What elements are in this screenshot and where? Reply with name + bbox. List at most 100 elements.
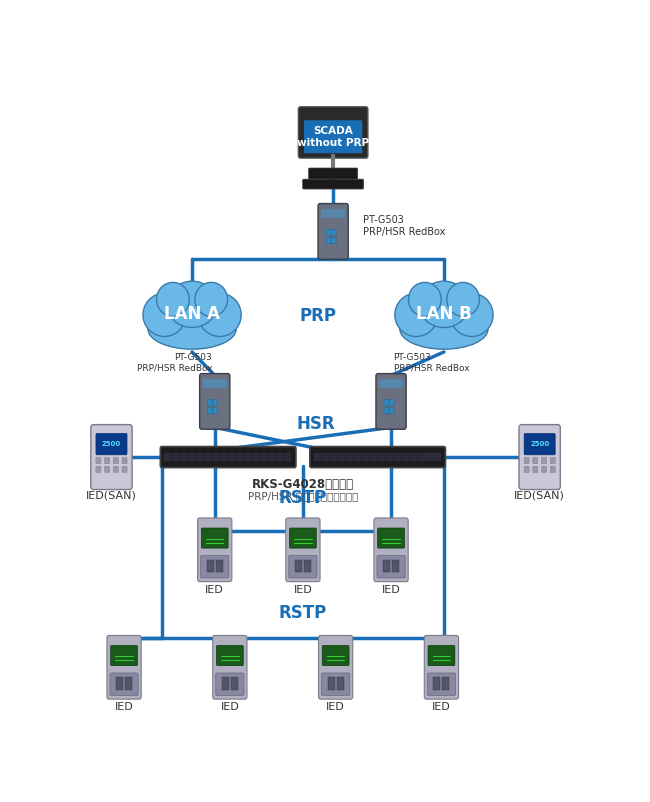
Ellipse shape — [143, 294, 186, 337]
FancyBboxPatch shape — [524, 467, 529, 473]
Bar — [426, 454, 432, 461]
FancyBboxPatch shape — [122, 467, 127, 473]
FancyBboxPatch shape — [541, 458, 547, 464]
Bar — [244, 454, 251, 461]
Text: IED: IED — [382, 584, 400, 594]
FancyBboxPatch shape — [376, 374, 406, 430]
FancyBboxPatch shape — [96, 458, 101, 464]
FancyBboxPatch shape — [289, 529, 317, 549]
Ellipse shape — [450, 294, 493, 337]
Text: IED(SAN): IED(SAN) — [86, 489, 137, 500]
Text: PT-G503
PRP/HSR RedBox: PT-G503 PRP/HSR RedBox — [136, 353, 212, 372]
Bar — [116, 678, 123, 690]
FancyBboxPatch shape — [524, 458, 529, 464]
Bar — [252, 454, 259, 461]
FancyBboxPatch shape — [200, 374, 230, 430]
Text: PRP: PRP — [300, 306, 337, 325]
FancyBboxPatch shape — [322, 646, 349, 666]
FancyBboxPatch shape — [216, 673, 244, 695]
Bar — [330, 454, 337, 461]
FancyBboxPatch shape — [524, 434, 555, 456]
FancyBboxPatch shape — [213, 408, 218, 415]
Bar — [370, 454, 377, 461]
FancyBboxPatch shape — [550, 458, 555, 464]
Text: HSR: HSR — [296, 415, 335, 432]
Bar — [383, 560, 390, 573]
FancyBboxPatch shape — [428, 646, 455, 666]
FancyBboxPatch shape — [208, 400, 213, 407]
FancyBboxPatch shape — [208, 408, 213, 415]
Bar — [304, 560, 311, 573]
FancyBboxPatch shape — [318, 636, 353, 699]
Bar — [443, 678, 450, 690]
FancyBboxPatch shape — [310, 447, 445, 468]
FancyBboxPatch shape — [216, 646, 243, 666]
FancyBboxPatch shape — [213, 400, 218, 407]
FancyBboxPatch shape — [378, 529, 404, 549]
FancyBboxPatch shape — [304, 121, 362, 154]
FancyBboxPatch shape — [202, 529, 228, 549]
FancyBboxPatch shape — [303, 180, 363, 190]
Bar — [402, 454, 409, 461]
Bar — [284, 454, 291, 461]
Bar — [385, 454, 393, 461]
Bar — [338, 454, 345, 461]
Text: SCADA
without PRP: SCADA without PRP — [297, 126, 369, 148]
FancyBboxPatch shape — [96, 467, 101, 473]
Bar — [204, 454, 211, 461]
Bar — [434, 454, 441, 461]
FancyBboxPatch shape — [201, 556, 229, 578]
Text: PT-G503
PRP/HSR RedBox: PT-G503 PRP/HSR RedBox — [363, 215, 446, 237]
Ellipse shape — [195, 283, 228, 317]
Bar — [172, 454, 179, 461]
FancyBboxPatch shape — [318, 205, 348, 260]
FancyBboxPatch shape — [389, 408, 394, 415]
FancyBboxPatch shape — [424, 636, 458, 699]
FancyBboxPatch shape — [331, 238, 336, 245]
Bar — [188, 454, 196, 461]
Text: IED: IED — [114, 702, 133, 711]
Bar — [220, 454, 228, 461]
Text: IED: IED — [326, 702, 345, 711]
Text: IED: IED — [205, 584, 224, 594]
Bar — [228, 454, 235, 461]
Bar — [268, 454, 275, 461]
FancyBboxPatch shape — [298, 107, 368, 159]
Ellipse shape — [167, 282, 217, 328]
FancyBboxPatch shape — [331, 230, 336, 237]
Bar — [410, 454, 417, 461]
Bar — [216, 560, 223, 573]
Bar — [328, 678, 335, 690]
FancyBboxPatch shape — [533, 458, 538, 464]
FancyBboxPatch shape — [321, 210, 345, 218]
Bar — [276, 454, 283, 461]
FancyBboxPatch shape — [113, 458, 118, 464]
Bar — [196, 454, 203, 461]
Bar — [212, 454, 219, 461]
Text: 2500: 2500 — [530, 440, 549, 447]
FancyBboxPatch shape — [161, 447, 296, 468]
Text: IED: IED — [432, 702, 451, 711]
Ellipse shape — [408, 283, 441, 317]
Ellipse shape — [198, 294, 241, 337]
Text: LAN A: LAN A — [164, 305, 220, 322]
FancyBboxPatch shape — [519, 425, 560, 490]
Bar — [207, 560, 214, 573]
FancyBboxPatch shape — [289, 556, 317, 578]
Bar — [125, 678, 132, 690]
FancyBboxPatch shape — [377, 556, 405, 578]
FancyBboxPatch shape — [322, 673, 350, 695]
FancyBboxPatch shape — [91, 425, 132, 490]
Ellipse shape — [157, 283, 189, 317]
FancyBboxPatch shape — [541, 467, 547, 473]
Ellipse shape — [148, 310, 236, 350]
Bar — [164, 454, 172, 461]
Bar — [222, 678, 229, 690]
FancyBboxPatch shape — [203, 379, 227, 388]
FancyBboxPatch shape — [105, 458, 110, 464]
FancyBboxPatch shape — [110, 673, 138, 695]
Bar — [361, 454, 369, 461]
FancyBboxPatch shape — [427, 673, 456, 695]
Text: PRP/HSR イーサネットスイッチ: PRP/HSR イーサネットスイッチ — [248, 491, 358, 500]
Text: IED: IED — [294, 584, 312, 594]
